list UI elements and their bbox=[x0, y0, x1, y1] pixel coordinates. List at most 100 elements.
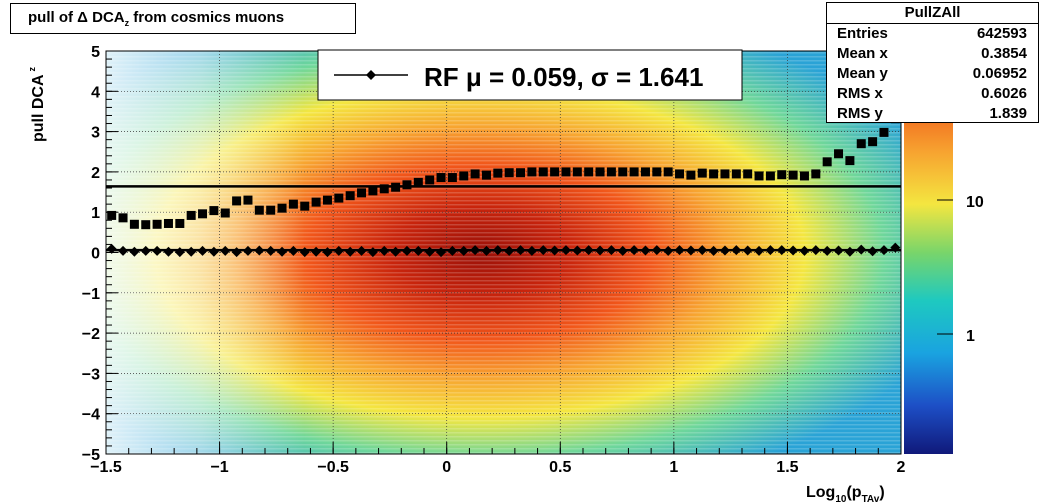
x-tick-label: 0 bbox=[442, 459, 451, 476]
mean-point bbox=[856, 244, 867, 255]
sigma-point bbox=[311, 197, 321, 207]
mean-point bbox=[515, 245, 526, 256]
mean-point bbox=[470, 245, 481, 256]
sigma-point bbox=[198, 209, 208, 219]
title-main: DCA bbox=[87, 9, 125, 26]
mean-point bbox=[436, 247, 447, 258]
sigma-point bbox=[322, 195, 332, 205]
x-tick-label: −0.5 bbox=[317, 459, 349, 476]
sigma-point bbox=[879, 127, 889, 137]
mean-series bbox=[106, 242, 901, 258]
y-tick-label: −1 bbox=[82, 286, 100, 303]
sigma-point bbox=[107, 210, 117, 220]
sigma-point bbox=[391, 182, 401, 192]
title-prefix: pull of bbox=[28, 9, 78, 26]
sigma-point bbox=[561, 167, 571, 177]
mean-point bbox=[697, 245, 708, 256]
mean-point bbox=[526, 245, 537, 256]
mean-point bbox=[152, 245, 163, 256]
x-axis-label: Log10(pTAv) bbox=[806, 484, 885, 504]
mean-point bbox=[878, 245, 889, 256]
chart-title: pull of Δ DCAz from cosmics muons bbox=[10, 3, 356, 34]
mean-point bbox=[549, 245, 560, 256]
sigma-point bbox=[357, 188, 367, 198]
sigma-point bbox=[368, 186, 378, 196]
mean-point bbox=[890, 242, 901, 253]
mean-point bbox=[833, 245, 844, 256]
y-tick-label: 5 bbox=[91, 44, 100, 61]
y-axis: 5 4 3 2 1 0 −1 −2 −3 −4 −5 bbox=[82, 44, 118, 464]
stats-row-entries: Entries 642593 bbox=[837, 25, 1027, 42]
mean-point bbox=[106, 243, 117, 254]
y-tick-label: −4 bbox=[82, 407, 100, 424]
mean-point bbox=[822, 245, 833, 256]
sigma-point bbox=[743, 169, 753, 179]
mean-point bbox=[367, 247, 378, 258]
mean-point bbox=[844, 246, 855, 257]
x-tick-label: 0.5 bbox=[549, 459, 571, 476]
sigma-point bbox=[686, 170, 696, 180]
legend-marker-swatch bbox=[366, 70, 376, 80]
mean-point bbox=[197, 245, 208, 256]
mean-point bbox=[254, 245, 265, 256]
sigma-point bbox=[402, 180, 412, 190]
sigma-point bbox=[697, 168, 707, 178]
mean-point bbox=[754, 245, 765, 256]
colorbar-tick-label: 10 bbox=[966, 194, 984, 211]
sigma-point bbox=[652, 167, 662, 177]
sigma-point bbox=[834, 149, 844, 159]
y-tick-label: −2 bbox=[82, 326, 100, 343]
sigma-point bbox=[243, 195, 253, 205]
mean-point bbox=[810, 245, 821, 256]
mean-point bbox=[186, 246, 197, 257]
mean-point bbox=[322, 247, 333, 258]
sigma-point bbox=[175, 218, 185, 228]
stats-row-mean-x: Mean x 0.3854 bbox=[837, 45, 1027, 62]
sigma-point bbox=[845, 156, 855, 166]
colorbar-tick-label: 1 bbox=[966, 328, 975, 345]
stats-row-mean-y: Mean y 0.06952 bbox=[837, 65, 1027, 82]
sigma-point bbox=[186, 210, 196, 220]
sigma-point bbox=[572, 167, 582, 177]
y-tick-label: −5 bbox=[82, 447, 100, 464]
sigma-point bbox=[822, 157, 832, 167]
mean-point bbox=[311, 246, 322, 257]
x-tick-label: 1 bbox=[669, 459, 678, 476]
y-axis-label: pull DCAz bbox=[27, 66, 47, 142]
mean-point bbox=[174, 247, 185, 258]
y-tick-label: −3 bbox=[82, 366, 100, 383]
sigma-point bbox=[595, 167, 605, 177]
sigma-point bbox=[277, 203, 287, 213]
x-tick-label: 2 bbox=[897, 459, 906, 476]
mean-point bbox=[663, 245, 674, 256]
stats-row-rms-y: RMS y 1.839 bbox=[837, 105, 1027, 122]
y-tick-label: 0 bbox=[91, 246, 100, 263]
mean-point bbox=[481, 245, 492, 256]
mean-point bbox=[685, 245, 696, 256]
mean-point bbox=[118, 245, 129, 256]
sigma-point bbox=[470, 169, 480, 179]
sigma-point bbox=[220, 208, 230, 218]
x-axis: −1.5 −1 −0.5 0 0.5 1 1.5 2 bbox=[90, 442, 906, 476]
sigma-point bbox=[606, 167, 616, 177]
sigma-point bbox=[709, 169, 719, 179]
sigma-point bbox=[334, 193, 344, 203]
y-tick-label: 2 bbox=[91, 165, 100, 182]
mean-point bbox=[765, 245, 776, 256]
mean-point bbox=[356, 245, 367, 256]
mean-point bbox=[163, 246, 174, 257]
title-delta-symbol: Δ bbox=[77, 9, 88, 26]
mean-point bbox=[401, 245, 412, 256]
sigma-point bbox=[550, 167, 560, 177]
sigma-point bbox=[163, 218, 173, 228]
mean-point bbox=[583, 245, 594, 256]
stats-box: PullZAll Entries 642593 Mean x 0.3854 Mean… bbox=[826, 2, 1039, 123]
mean-point bbox=[504, 245, 515, 256]
mean-point bbox=[595, 245, 606, 256]
sigma-point bbox=[811, 169, 821, 179]
mean-point bbox=[799, 245, 810, 256]
mean-point bbox=[345, 246, 356, 257]
sigma-point bbox=[765, 171, 775, 181]
grid-lines bbox=[106, 51, 901, 454]
